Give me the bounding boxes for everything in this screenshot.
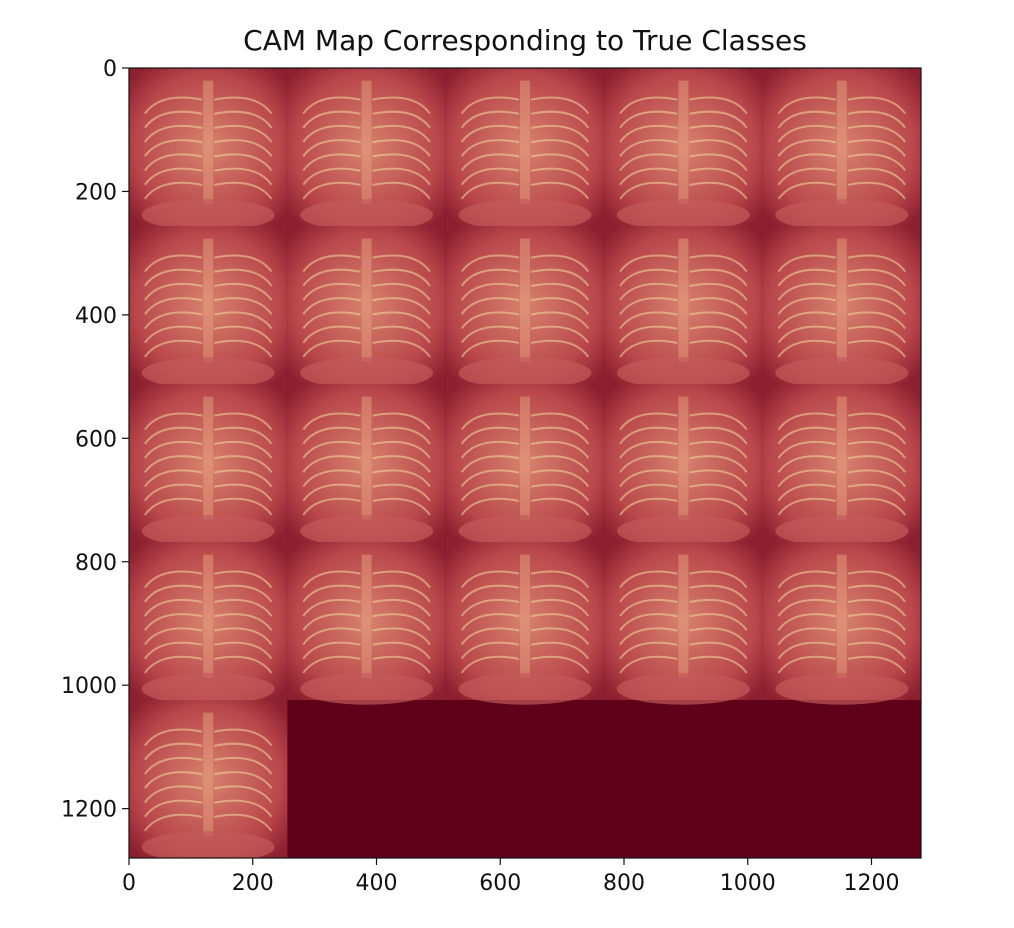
cam-tile (762, 542, 921, 705)
y-tick-label: 200 (75, 180, 117, 205)
cam-tile (445, 384, 605, 547)
cam-tile (287, 226, 446, 389)
cam-tile (445, 226, 605, 389)
cam-tile (445, 68, 605, 231)
chart-title: CAM Map Corresponding to True Classes (243, 24, 807, 57)
x-tick-label: 200 (232, 871, 274, 896)
y-tick-label: 1200 (61, 798, 117, 823)
cam-tile (604, 226, 763, 389)
y-tick-label: 400 (75, 304, 117, 329)
x-tick-label: 800 (603, 871, 645, 896)
cam-tile (604, 68, 763, 231)
x-tick-label: 600 (479, 871, 521, 896)
cam-tile (604, 384, 763, 547)
cam-tile (287, 68, 446, 231)
cam-tile (287, 384, 446, 547)
plot-frame (128, 67, 922, 859)
cam-tile (287, 542, 446, 705)
cam-tile (129, 700, 288, 858)
cam-tile (762, 226, 921, 389)
y-tick-label: 800 (75, 551, 117, 576)
cam-tile (445, 542, 605, 705)
cam-tile (129, 68, 288, 231)
x-tick-label: 400 (356, 871, 398, 896)
cam-tile (129, 384, 288, 547)
x-tick-label: 0 (122, 871, 136, 896)
y-tick-label: 600 (75, 427, 117, 452)
cam-tile (604, 542, 763, 705)
y-tick-label: 1000 (61, 674, 117, 699)
cam-tile (762, 68, 921, 231)
x-tick-label: 1200 (844, 871, 900, 896)
y-tick-label: 0 (103, 57, 117, 82)
cam-tile (129, 542, 288, 705)
x-tick-label: 1000 (720, 871, 776, 896)
cam-tile (762, 384, 921, 547)
cam-tile (129, 226, 288, 389)
